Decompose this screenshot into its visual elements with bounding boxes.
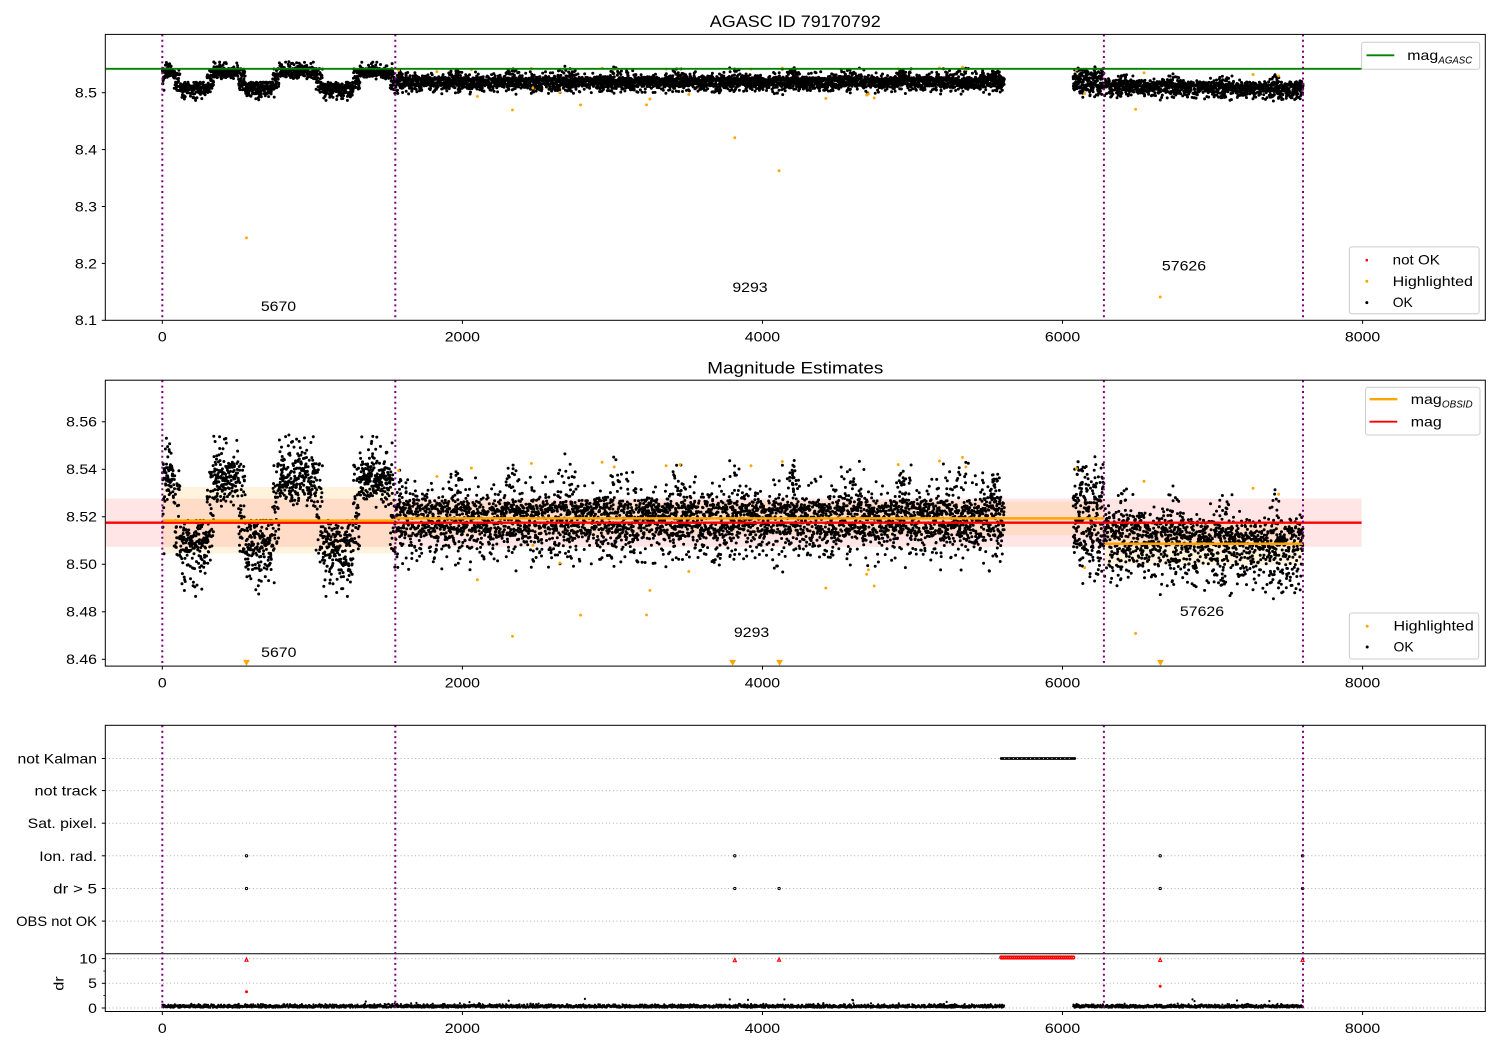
svg-text:OK: OK [1394,638,1415,654]
svg-text:0: 0 [88,1000,97,1016]
svg-text:OBS not OK: OBS not OK [16,913,98,929]
svg-text:9293: 9293 [732,279,768,295]
svg-text:8.56: 8.56 [66,414,97,430]
svg-text:2000: 2000 [445,329,481,345]
svg-text:6000: 6000 [1045,329,1081,345]
svg-text:Highlighted: Highlighted [1393,273,1473,289]
svg-text:0: 0 [158,1020,167,1036]
svg-text:Magnitude Estimates: Magnitude Estimates [707,358,883,377]
svg-text:57626: 57626 [1162,258,1207,274]
svg-text:mag: mag [1411,414,1442,430]
svg-text:2000: 2000 [445,674,481,690]
svg-text:Ion. rad.: Ion. rad. [39,848,97,864]
svg-text:not track: not track [35,783,98,799]
svg-text:8.46: 8.46 [66,651,97,667]
svg-text:8.52: 8.52 [66,509,97,525]
svg-text:4000: 4000 [745,329,781,345]
svg-text:OK: OK [1393,294,1414,310]
svg-text:10: 10 [79,951,97,967]
svg-text:8000: 8000 [1345,1020,1381,1036]
svg-text:8.2: 8.2 [75,255,97,271]
svg-text:dr > 5: dr > 5 [53,880,97,896]
svg-text:5670: 5670 [261,644,297,660]
svg-text:mag: mag [1407,47,1438,63]
svg-text:5670: 5670 [261,298,297,314]
svg-text:8.5: 8.5 [75,85,97,101]
svg-text:8.4: 8.4 [75,142,97,158]
svg-text:OBSID: OBSID [1442,399,1473,410]
svg-text:8.54: 8.54 [66,461,97,477]
svg-text:AGASC ID 79170792: AGASC ID 79170792 [710,12,881,31]
svg-text:6000: 6000 [1045,674,1081,690]
svg-text:0: 0 [158,329,167,345]
svg-text:9293: 9293 [734,624,770,640]
svg-text:6000: 6000 [1045,1020,1081,1036]
svg-text:8000: 8000 [1345,674,1381,690]
svg-text:AGASC: AGASC [1437,55,1473,66]
svg-text:8.3: 8.3 [75,198,97,214]
svg-text:not Kalman: not Kalman [18,750,98,766]
svg-text:dr: dr [51,976,67,991]
svg-text:8.1: 8.1 [75,312,97,328]
svg-text:57626: 57626 [1180,603,1225,619]
svg-text:Highlighted: Highlighted [1394,618,1474,634]
svg-text:5: 5 [88,975,97,991]
svg-text:not OK: not OK [1393,252,1441,268]
svg-text:4000: 4000 [745,674,781,690]
svg-text:mag: mag [1411,391,1442,407]
svg-text:Sat. pixel.: Sat. pixel. [28,815,97,831]
svg-text:4000: 4000 [745,1020,781,1036]
svg-text:8000: 8000 [1345,329,1381,345]
svg-text:8.50: 8.50 [66,556,97,572]
svg-text:0: 0 [158,674,167,690]
svg-text:8.48: 8.48 [66,604,97,620]
svg-text:2000: 2000 [445,1020,481,1036]
